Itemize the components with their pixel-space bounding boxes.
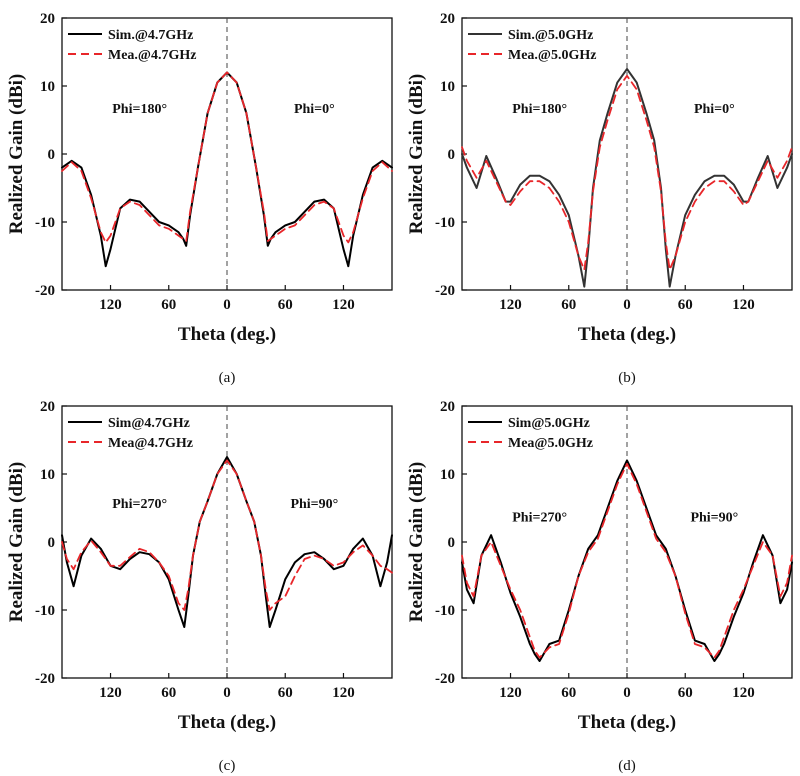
y-tick-label: 0 — [448, 535, 456, 551]
legend-label: Mea@4.7GHz — [108, 436, 193, 451]
legend-label: Mea.@4.7GHz — [108, 48, 196, 63]
y-tick-label: 20 — [40, 11, 55, 27]
phi-annotation: Phi=270° — [512, 511, 567, 526]
y-tick-label: 10 — [440, 467, 455, 483]
phi-annotation: Phi=90° — [690, 511, 738, 526]
x-tick-label: 60 — [278, 297, 293, 313]
x-tick-label: 120 — [332, 297, 355, 313]
y-tick-label: -10 — [435, 603, 455, 619]
y-tick-label: 10 — [40, 467, 55, 483]
chart-c: -20 -10 0 10 20 120 60 0 60 120 Theta (deg.) Realiz… — [6, 399, 393, 774]
x-tick-label: 60 — [678, 685, 693, 701]
x-tick-label: 120 — [99, 685, 122, 701]
y-tick-label: 0 — [48, 535, 56, 551]
legend-label: Sim@4.7GHz — [108, 416, 190, 431]
chart-b: -20 -10 0 10 20 120 60 0 60 120 Theta (deg.) Realiz… — [406, 11, 793, 386]
x-tick-label: 120 — [732, 685, 755, 701]
phi-annotation: Phi=180° — [512, 102, 567, 117]
chart-d: -20 -10 0 10 20 120 60 0 60 120 Theta (deg.) Realiz… — [406, 399, 793, 774]
y-axis-title: Realized Gain (dBi) — [6, 74, 27, 234]
x-tick-label: 120 — [499, 685, 522, 701]
phi-annotation: Phi=270° — [112, 497, 167, 512]
x-tick-label: 120 — [499, 297, 522, 313]
measured-series-line — [461, 462, 793, 659]
chart-panel-c: -20 -10 0 10 20 120 60 0 60 120 Theta (deg.) Realiz… — [0, 388, 400, 776]
legend-label: Mea@5.0GHz — [508, 436, 593, 451]
chart-panel-a: -20 -10 0 10 20 120 60 0 60 120 Theta (deg.) Realiz… — [0, 0, 400, 388]
x-axis-title: Theta (deg.) — [578, 712, 676, 733]
x-tick-label: 60 — [278, 685, 293, 701]
chart-a: -20 -10 0 10 20 120 60 0 60 120 Theta (deg.) Realiz… — [6, 11, 393, 386]
phi-annotation: Phi=0° — [294, 102, 335, 117]
x-tick-label: 60 — [561, 685, 576, 701]
x-tick-label: 60 — [161, 297, 176, 313]
simulated-series-line — [461, 68, 793, 288]
x-axis-title: Theta (deg.) — [578, 324, 676, 345]
x-tick-label: 0 — [223, 685, 231, 701]
y-tick-label: -10 — [435, 215, 455, 231]
x-tick-label: 120 — [732, 297, 755, 313]
y-tick-label: 10 — [440, 79, 455, 95]
y-tick-label: 0 — [48, 147, 56, 163]
y-axis-title: Realized Gain (dBi) — [406, 462, 427, 622]
phi-annotation: Phi=180° — [112, 102, 167, 117]
y-tick-label: -20 — [435, 671, 455, 687]
panel-caption: (a) — [219, 370, 236, 386]
legend-label: Sim.@5.0GHz — [508, 28, 593, 43]
measured-series-line — [461, 74, 793, 271]
legend-label: Sim.@4.7GHz — [108, 28, 193, 43]
x-tick-label: 60 — [161, 685, 176, 701]
y-tick-label: -20 — [435, 283, 455, 299]
simulated-series-line — [61, 456, 393, 628]
legend-label: Mea.@5.0GHz — [508, 48, 596, 63]
y-axis-title: Realized Gain (dBi) — [406, 74, 427, 234]
measured-series-line — [61, 71, 393, 244]
legend-label: Sim@5.0GHz — [508, 416, 590, 431]
x-tick-label: 120 — [332, 685, 355, 701]
y-tick-label: 20 — [440, 399, 455, 415]
x-tick-label: 60 — [678, 297, 693, 313]
y-tick-label: -10 — [35, 603, 55, 619]
y-tick-label: -20 — [35, 671, 55, 687]
x-tick-label: 0 — [623, 297, 631, 313]
y-tick-label: 0 — [448, 147, 456, 163]
measured-series-line — [61, 459, 393, 611]
x-tick-label: 60 — [561, 297, 576, 313]
simulated-series-line — [461, 459, 793, 662]
y-tick-label: -20 — [35, 283, 55, 299]
y-tick-label: 20 — [40, 399, 55, 415]
y-tick-label: 20 — [440, 11, 455, 27]
phi-annotation: Phi=90° — [290, 497, 338, 512]
y-axis-title: Realized Gain (dBi) — [6, 462, 27, 622]
panel-caption: (c) — [219, 758, 236, 774]
chart-panel-d: -20 -10 0 10 20 120 60 0 60 120 Theta (deg.) Realiz… — [400, 388, 800, 776]
x-tick-label: 120 — [99, 297, 122, 313]
panel-caption: (d) — [618, 758, 636, 774]
y-tick-label: -10 — [35, 215, 55, 231]
x-tick-label: 0 — [223, 297, 231, 313]
x-tick-label: 0 — [623, 685, 631, 701]
panel-caption: (b) — [618, 370, 636, 386]
x-axis-title: Theta (deg.) — [178, 712, 276, 733]
y-tick-label: 10 — [40, 79, 55, 95]
x-axis-title: Theta (deg.) — [178, 324, 276, 345]
phi-annotation: Phi=0° — [694, 102, 735, 117]
chart-panel-b: -20 -10 0 10 20 120 60 0 60 120 Theta (deg.) Realiz… — [400, 0, 800, 388]
